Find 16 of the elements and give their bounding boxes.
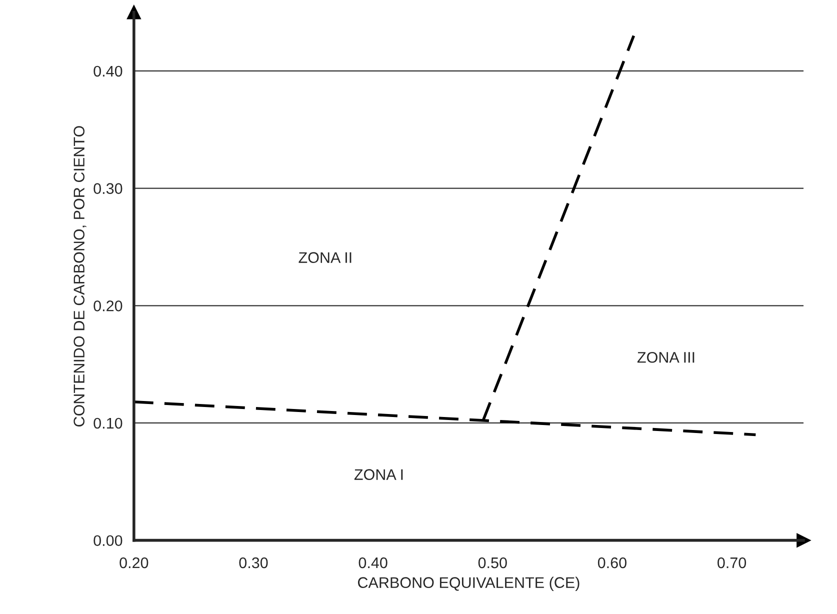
y-tick-label: 0.30 — [94, 183, 122, 194]
x-axis-title: CARBONO EQUIVALENTE (CE) — [358, 576, 580, 592]
y-axis-title: CONTENIDO DE CARBONO, POR CIENTO — [74, 126, 86, 426]
annotation: ZONA III — [637, 352, 694, 363]
y-tick-label: 0.40 — [94, 66, 122, 77]
x-tick-label: 0.50 — [478, 557, 507, 568]
annotation: ZONA II — [298, 252, 352, 263]
x-tick-label: 0.40 — [358, 557, 388, 568]
x-tick-label: 0.30 — [239, 557, 268, 568]
x-tick-label: 0.60 — [598, 557, 626, 568]
x-tick-label: 0.70 — [718, 557, 746, 568]
x-tick-label: 0.20 — [120, 557, 148, 568]
y-tick-label: 0.10 — [94, 418, 122, 429]
y-tick-label: 0.20 — [94, 300, 122, 312]
annotation: ZONA I — [354, 469, 403, 480]
y-tick-label: 0.00 — [94, 535, 122, 546]
